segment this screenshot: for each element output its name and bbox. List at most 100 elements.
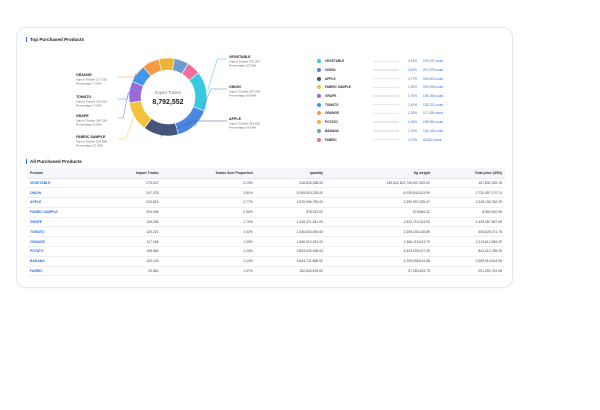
- legend-item[interactable]: FABRIC SAMPLE 2.32% 204,098 count: [317, 83, 507, 92]
- table-cell: 201,250,761.98: [432, 266, 505, 277]
- table-header-cell: Kg weight: [325, 168, 433, 179]
- table-row: ORANGE 117,165 1.33% 1,566,012,921.00 1,846,…: [27, 236, 505, 248]
- top-products-title: Top Purchased Products: [26, 37, 84, 42]
- table-row: BANANA 100,145 1.14% 3,543,721,868.00 4,209,…: [27, 256, 505, 267]
- donut-slice-vegetable[interactable]: [188, 72, 208, 112]
- legend-bar: [373, 121, 399, 123]
- callout-line: [118, 72, 137, 100]
- legend-name: VEGETABLE: [325, 59, 345, 64]
- legend-item[interactable]: BANANA 1.14% 100,145 count: [317, 127, 507, 136]
- product-link[interactable]: FABRIC SAMPLE: [27, 207, 100, 218]
- legend-percent: 1.14%: [407, 128, 417, 133]
- donut-slice-potato[interactable]: [158, 57, 175, 72]
- table-cell: 2.81%: [161, 187, 256, 199]
- donut-center-value: 8,792,552: [152, 99, 183, 106]
- callout-percentage: Percentage 16.80%: [229, 94, 256, 98]
- table-cell: 2,876,096,790.00: [255, 197, 326, 208]
- legend-dot-icon: [317, 59, 321, 64]
- callout-line: [118, 61, 151, 78]
- legend-count: 125,221 count: [423, 102, 444, 107]
- legend-count: 149,256 count: [423, 94, 444, 99]
- products-table: Product Import Trades Trades Sum Proportio…: [27, 168, 505, 277]
- table-cell: 275,247: [100, 178, 162, 189]
- product-link[interactable]: ORANGE: [27, 236, 100, 248]
- legend-percent: 1.23%: [407, 120, 417, 125]
- legend-percent: 1.07%: [407, 137, 417, 142]
- callout-import: Import Trades 247,378: [229, 90, 260, 94]
- legend-bar: [373, 69, 399, 71]
- legend-name: ONION: [325, 68, 336, 73]
- legend-dot-icon: [317, 137, 321, 142]
- callout-name: FABRIC SAMPLE: [76, 135, 106, 139]
- table-cell: 149,256: [100, 217, 162, 228]
- table-cell: 108,584: [100, 246, 162, 257]
- product-link[interactable]: VEGETABLE: [27, 178, 100, 189]
- legend-dot-icon: [317, 76, 321, 81]
- table-header-cell: Import Trades: [100, 168, 162, 179]
- product-link[interactable]: POTATO: [27, 246, 100, 257]
- callout-name: VEGETABLE: [229, 55, 251, 59]
- legend-item[interactable]: ORANGE 1.33% 117,165 count: [317, 109, 507, 118]
- legend-item[interactable]: FABRIC 1.07% 93,862 count: [317, 135, 507, 144]
- table-cell: 1.33%: [161, 236, 256, 248]
- table-cell: 1.70%: [161, 217, 256, 228]
- donut-slice-fabric[interactable]: [181, 63, 199, 81]
- table-cell: 6,323,000,017.29: [325, 246, 433, 257]
- legend-percent: 2.77%: [407, 76, 417, 81]
- legend-item[interactable]: TOMATO 1.42% 125,221 count: [317, 100, 507, 109]
- table-cell: 2,803,030,008.00: [255, 246, 326, 257]
- product-link[interactable]: FABRIC: [27, 266, 100, 277]
- callout-percentage: Percentage 12.30%: [76, 144, 103, 148]
- table-row: POTATO 108,584 1.23% 2,803,030,008.00 6,323,…: [27, 246, 505, 257]
- callout-import: Import Trades 117,165: [76, 78, 107, 82]
- legend-name: FABRIC: [325, 137, 337, 142]
- callout-name: TOMATO: [76, 95, 91, 99]
- table-cell: 1,566,012,921.00: [255, 236, 326, 248]
- legend-item[interactable]: APPLE 2.77% 243,815 count: [317, 74, 507, 83]
- table-cell: 318,843,288.00: [255, 178, 326, 189]
- legend-item[interactable]: GRAPE 1.70% 149,256 count: [317, 92, 507, 101]
- legend-count: 204,098 count: [423, 85, 444, 90]
- table-row: VEGETABLE 275,247 3.13% 318,843,288.00 139,8…: [27, 178, 505, 189]
- table-cell: 6,029,840,513.99: [325, 187, 433, 199]
- legend-bar: [373, 130, 399, 132]
- legend-count: 108,584 count: [423, 120, 444, 125]
- table-cell: 1,846,115,613.70: [325, 236, 433, 248]
- legend-percent: 1.42%: [407, 102, 417, 107]
- table-cell: 1,946,833,694.00: [255, 226, 326, 238]
- legend-count: 247,378 count: [423, 68, 444, 73]
- product-link[interactable]: BANANA: [27, 256, 100, 267]
- table-cell: 3,543,721,868.00: [255, 256, 326, 267]
- legend-name: BANANA: [325, 128, 339, 133]
- table-cell: 2,732,497,170.74: [432, 187, 505, 199]
- product-link[interactable]: TOMATO: [27, 226, 100, 238]
- product-link[interactable]: GRAPE: [27, 217, 100, 228]
- legend-percent: 2.81%: [407, 68, 417, 73]
- donut-slice-onion[interactable]: [174, 106, 205, 135]
- callout-percentage: Percentage 14.80%: [229, 126, 256, 130]
- table-cell: 2,246,106,782.29: [432, 197, 505, 208]
- legend-count: 100,145 count: [423, 128, 444, 133]
- legend-item[interactable]: VEGETABLE 3.13% 275,247 count: [317, 57, 507, 66]
- product-link[interactable]: APPLE: [27, 197, 100, 208]
- legend-percent: 2.32%: [407, 85, 417, 90]
- legend-item[interactable]: POTATO 1.23% 108,584 count: [317, 118, 507, 127]
- table-cell: 5,259,515,335.00: [255, 187, 326, 199]
- callout-percentage: Percentage 10.50%: [229, 64, 256, 68]
- legend-dot-icon: [317, 94, 321, 99]
- legend-dot-icon: [317, 120, 321, 125]
- legend-bar: [373, 86, 399, 89]
- product-link[interactable]: ONION: [27, 187, 100, 199]
- callout-percentage: Percentage 8.90%: [76, 123, 102, 127]
- table-cell: 1.14%: [161, 256, 256, 267]
- callout-import: Import Trades 275,247: [229, 60, 260, 64]
- legend-item[interactable]: ONION 2.81% 247,378 count: [317, 66, 507, 75]
- callout-line: [118, 117, 134, 140]
- table-cell: 152,843,878.00: [255, 266, 326, 277]
- table-cell: 1.07%: [161, 266, 256, 277]
- callout-percentage: Percentage 7.00%: [76, 82, 102, 86]
- table-cell: 100,145: [100, 256, 162, 267]
- table-cell: 243,815: [100, 197, 162, 208]
- callout-import: Import Trades 149,256: [76, 119, 107, 123]
